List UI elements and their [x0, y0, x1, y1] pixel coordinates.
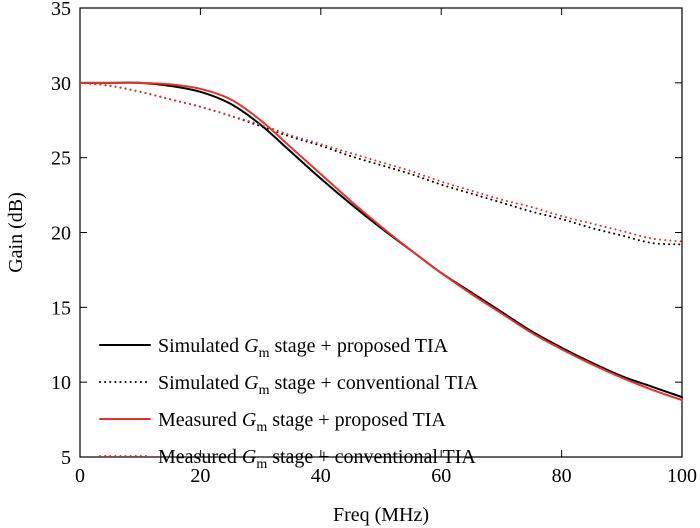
series-line-meas-proposed: [79, 81, 683, 402]
ticks-group: 0 20 40 60 80 100 5 10 15 20 25 30 35: [51, 0, 697, 487]
x-tick-label: 100: [667, 465, 697, 487]
series-line-sim-conventional: [79, 81, 683, 246]
y-tick-label: 30: [51, 73, 71, 95]
x-axis-title: Freq (MHz): [333, 504, 429, 526]
x-tick-label: 80: [552, 465, 572, 487]
y-tick-label: 5: [61, 447, 71, 469]
series-line-sim-proposed: [79, 81, 683, 399]
y-tick-label: 10: [51, 372, 71, 394]
x-tick-label: 40: [311, 465, 331, 487]
legend-label-meas-proposed: Measured Gm stage + proposed TIA: [158, 409, 446, 435]
legend: Simulated Gm stage + proposed TIA Simulat…: [99, 335, 479, 472]
y-tick-label: 15: [51, 297, 71, 319]
x-tick-label: 0: [75, 465, 85, 487]
legend-label-sim-proposed: Simulated Gm stage + proposed TIA: [158, 335, 449, 361]
y-tick-label: 25: [51, 148, 71, 170]
x-tick-label: 20: [190, 465, 210, 487]
y-axis-title: Gain (dB): [5, 192, 27, 273]
legend-label-meas-conventional: Measured Gm stage + conventional TIA: [158, 446, 476, 472]
legend-label-sim-conventional: Simulated Gm stage + conventional TIA: [158, 372, 479, 398]
x-tick-label: 60: [431, 465, 451, 487]
series-line-meas-conventional: [79, 81, 683, 243]
y-tick-label: 20: [51, 223, 71, 245]
y-tick-label: 35: [51, 0, 71, 20]
series-group: [79, 81, 683, 402]
